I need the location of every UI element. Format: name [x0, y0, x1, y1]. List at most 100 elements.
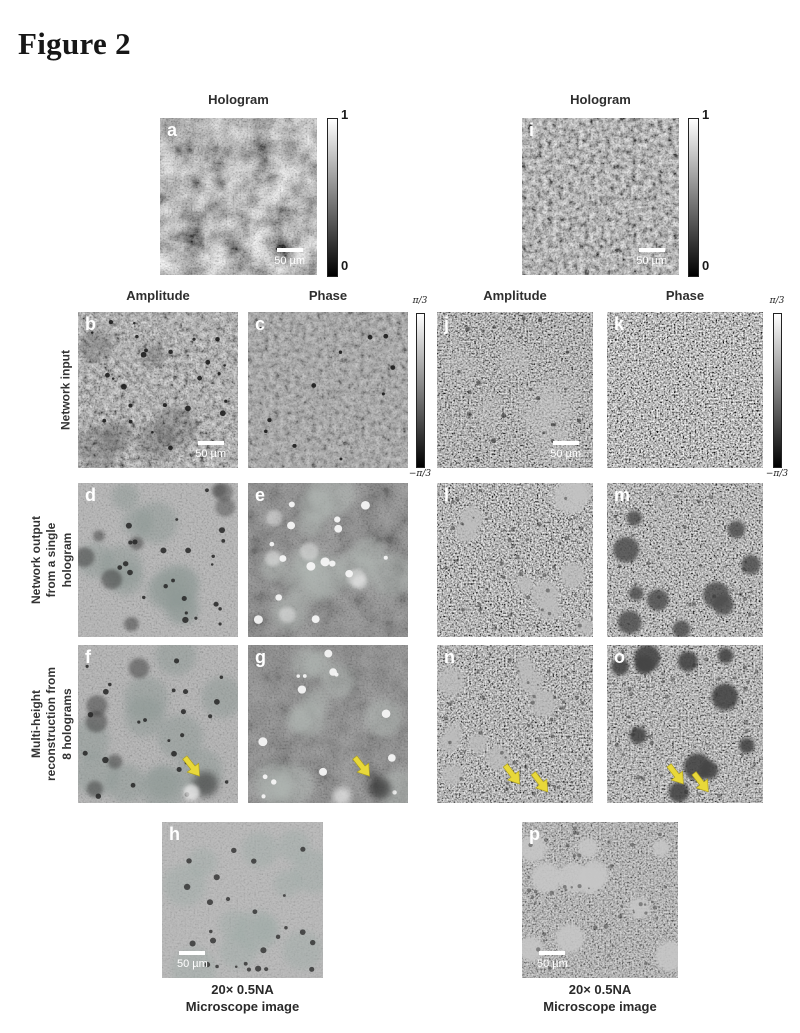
micrograph-a [160, 118, 317, 275]
panel-b-amplitude-input: b 50 µm [78, 312, 238, 468]
panel-j-amplitude-input: j 50 µm [437, 312, 593, 468]
panel-c-phase-input: c [248, 312, 408, 468]
phase-colorbar-right-min-label: −π/3 [765, 469, 789, 479]
micrograph-k [607, 312, 763, 468]
panel-letter: o [614, 647, 625, 667]
scale-bar-line [197, 440, 224, 445]
panel-e-phase-output: e [248, 483, 408, 637]
micrograph-n [437, 645, 593, 803]
phase-colorbar-right-max-label: π/3 [769, 296, 785, 306]
micrograph-h [162, 822, 323, 978]
panel-p-microscope: p 50 µm [522, 822, 678, 978]
column-header-amplitude-right: Amplitude [483, 288, 547, 303]
scale-bar-line [539, 950, 566, 955]
micrograph-j [437, 312, 593, 468]
scale-bar-label: 50 µm [537, 957, 568, 970]
caption-right: 20× 0.5NA Microscope image [522, 981, 678, 1015]
panel-n-amplitude-multiheight: n [437, 645, 593, 803]
panel-letter: a [167, 120, 178, 140]
annotation-arrow [182, 755, 200, 777]
annotation-arrow [502, 763, 521, 785]
column-header-phase-right: Phase [665, 288, 705, 303]
column-header-amplitude-left: Amplitude [126, 288, 190, 303]
scale-bar-label: 50 µm [274, 254, 305, 267]
panel-letter: e [255, 485, 266, 505]
phase-colorbar-left [416, 313, 425, 468]
micrograph-l [437, 483, 593, 637]
panel-k-phase-input: k [607, 312, 763, 468]
scale-bar: 50 µm [195, 440, 226, 460]
intensity-colorbar-right [688, 118, 699, 277]
panel-letter: p [529, 824, 540, 844]
panel-f-amplitude-multiheight: f [78, 645, 238, 803]
micrograph-d [78, 483, 238, 637]
panel-l-amplitude-output: l [437, 483, 593, 637]
column-header-hologram-left: Hologram [208, 92, 269, 107]
phase-colorbar-left-max-label: π/3 [412, 296, 428, 306]
caption-left: 20× 0.5NA Microscope image [162, 981, 323, 1015]
scale-bar-label: 50 µm [195, 447, 226, 460]
figure-title: Figure 2 [18, 26, 131, 61]
panel-d-amplitude-output: d [78, 483, 238, 637]
caption-left-line1: 20× 0.5NA [211, 982, 274, 997]
column-header-hologram-right: Hologram [570, 92, 631, 107]
row-label-network-input: Network input [58, 350, 73, 430]
panel-letter: j [444, 314, 450, 334]
scale-bar-line [276, 247, 303, 252]
intensity-colorbar-right-max-label: 1 [702, 107, 710, 122]
intensity-colorbar-right-min-label: 0 [702, 258, 710, 273]
scale-bar-line [638, 247, 665, 252]
row-label-multi-height: Multi-height reconstruction from 8 holog… [28, 667, 74, 782]
annotation-arrow [530, 771, 549, 793]
panel-letter: f [85, 647, 91, 667]
intensity-colorbar-left-min-label: 0 [341, 258, 349, 273]
caption-left-line2: Microscope image [185, 999, 300, 1015]
panel-i-hologram: i 50 µm [522, 118, 679, 275]
intensity-colorbar-left [327, 118, 338, 277]
annotation-arrow [352, 755, 370, 777]
micrograph-o [607, 645, 763, 803]
phase-colorbar-right [773, 313, 782, 468]
panel-letter: c [255, 314, 266, 334]
panel-letter: l [444, 485, 450, 505]
scale-bar-label: 50 µm [177, 957, 208, 970]
phase-colorbar-left-min-label: −π/3 [408, 469, 432, 479]
panel-letter: k [614, 314, 625, 334]
scale-bar: 50 µm [537, 950, 568, 970]
panel-letter: d [85, 485, 96, 505]
scale-bar-line [179, 950, 206, 955]
panel-letter: m [614, 485, 631, 505]
micrograph-b [78, 312, 238, 468]
panel-m-phase-output: m [607, 483, 763, 637]
scale-bar: 50 µm [177, 950, 208, 970]
panel-a-hologram: a 50 µm [160, 118, 317, 275]
scale-bar: 50 µm [550, 440, 581, 460]
scale-bar: 50 µm [274, 247, 305, 267]
annotation-arrow [666, 763, 684, 785]
scale-bar: 50 µm [636, 247, 667, 267]
micrograph-f [78, 645, 238, 803]
scale-bar-label: 50 µm [550, 447, 581, 460]
panel-g-phase-multiheight: g [248, 645, 408, 803]
micrograph-m [607, 483, 763, 637]
panel-letter: b [85, 314, 96, 334]
panel-letter: g [255, 647, 266, 667]
micrograph-i [522, 118, 679, 275]
annotation-arrow [691, 771, 709, 793]
micrograph-c [248, 312, 408, 468]
panel-letter: h [169, 824, 180, 844]
panel-letter: n [444, 647, 455, 667]
micrograph-g [248, 645, 408, 803]
scale-bar-label: 50 µm [636, 254, 667, 267]
column-header-phase-left: Phase [308, 288, 348, 303]
panel-letter: i [529, 120, 535, 140]
intensity-colorbar-left-max-label: 1 [341, 107, 349, 122]
panel-o-phase-multiheight: o [607, 645, 763, 803]
panel-h-microscope: h 50 µm [162, 822, 323, 978]
micrograph-e [248, 483, 408, 637]
scale-bar-line [552, 440, 579, 445]
caption-right-line1: 20× 0.5NA [568, 982, 632, 997]
row-label-network-output: Network output from a single hologram [28, 516, 74, 604]
caption-right-line2: Microscope image [543, 999, 657, 1015]
